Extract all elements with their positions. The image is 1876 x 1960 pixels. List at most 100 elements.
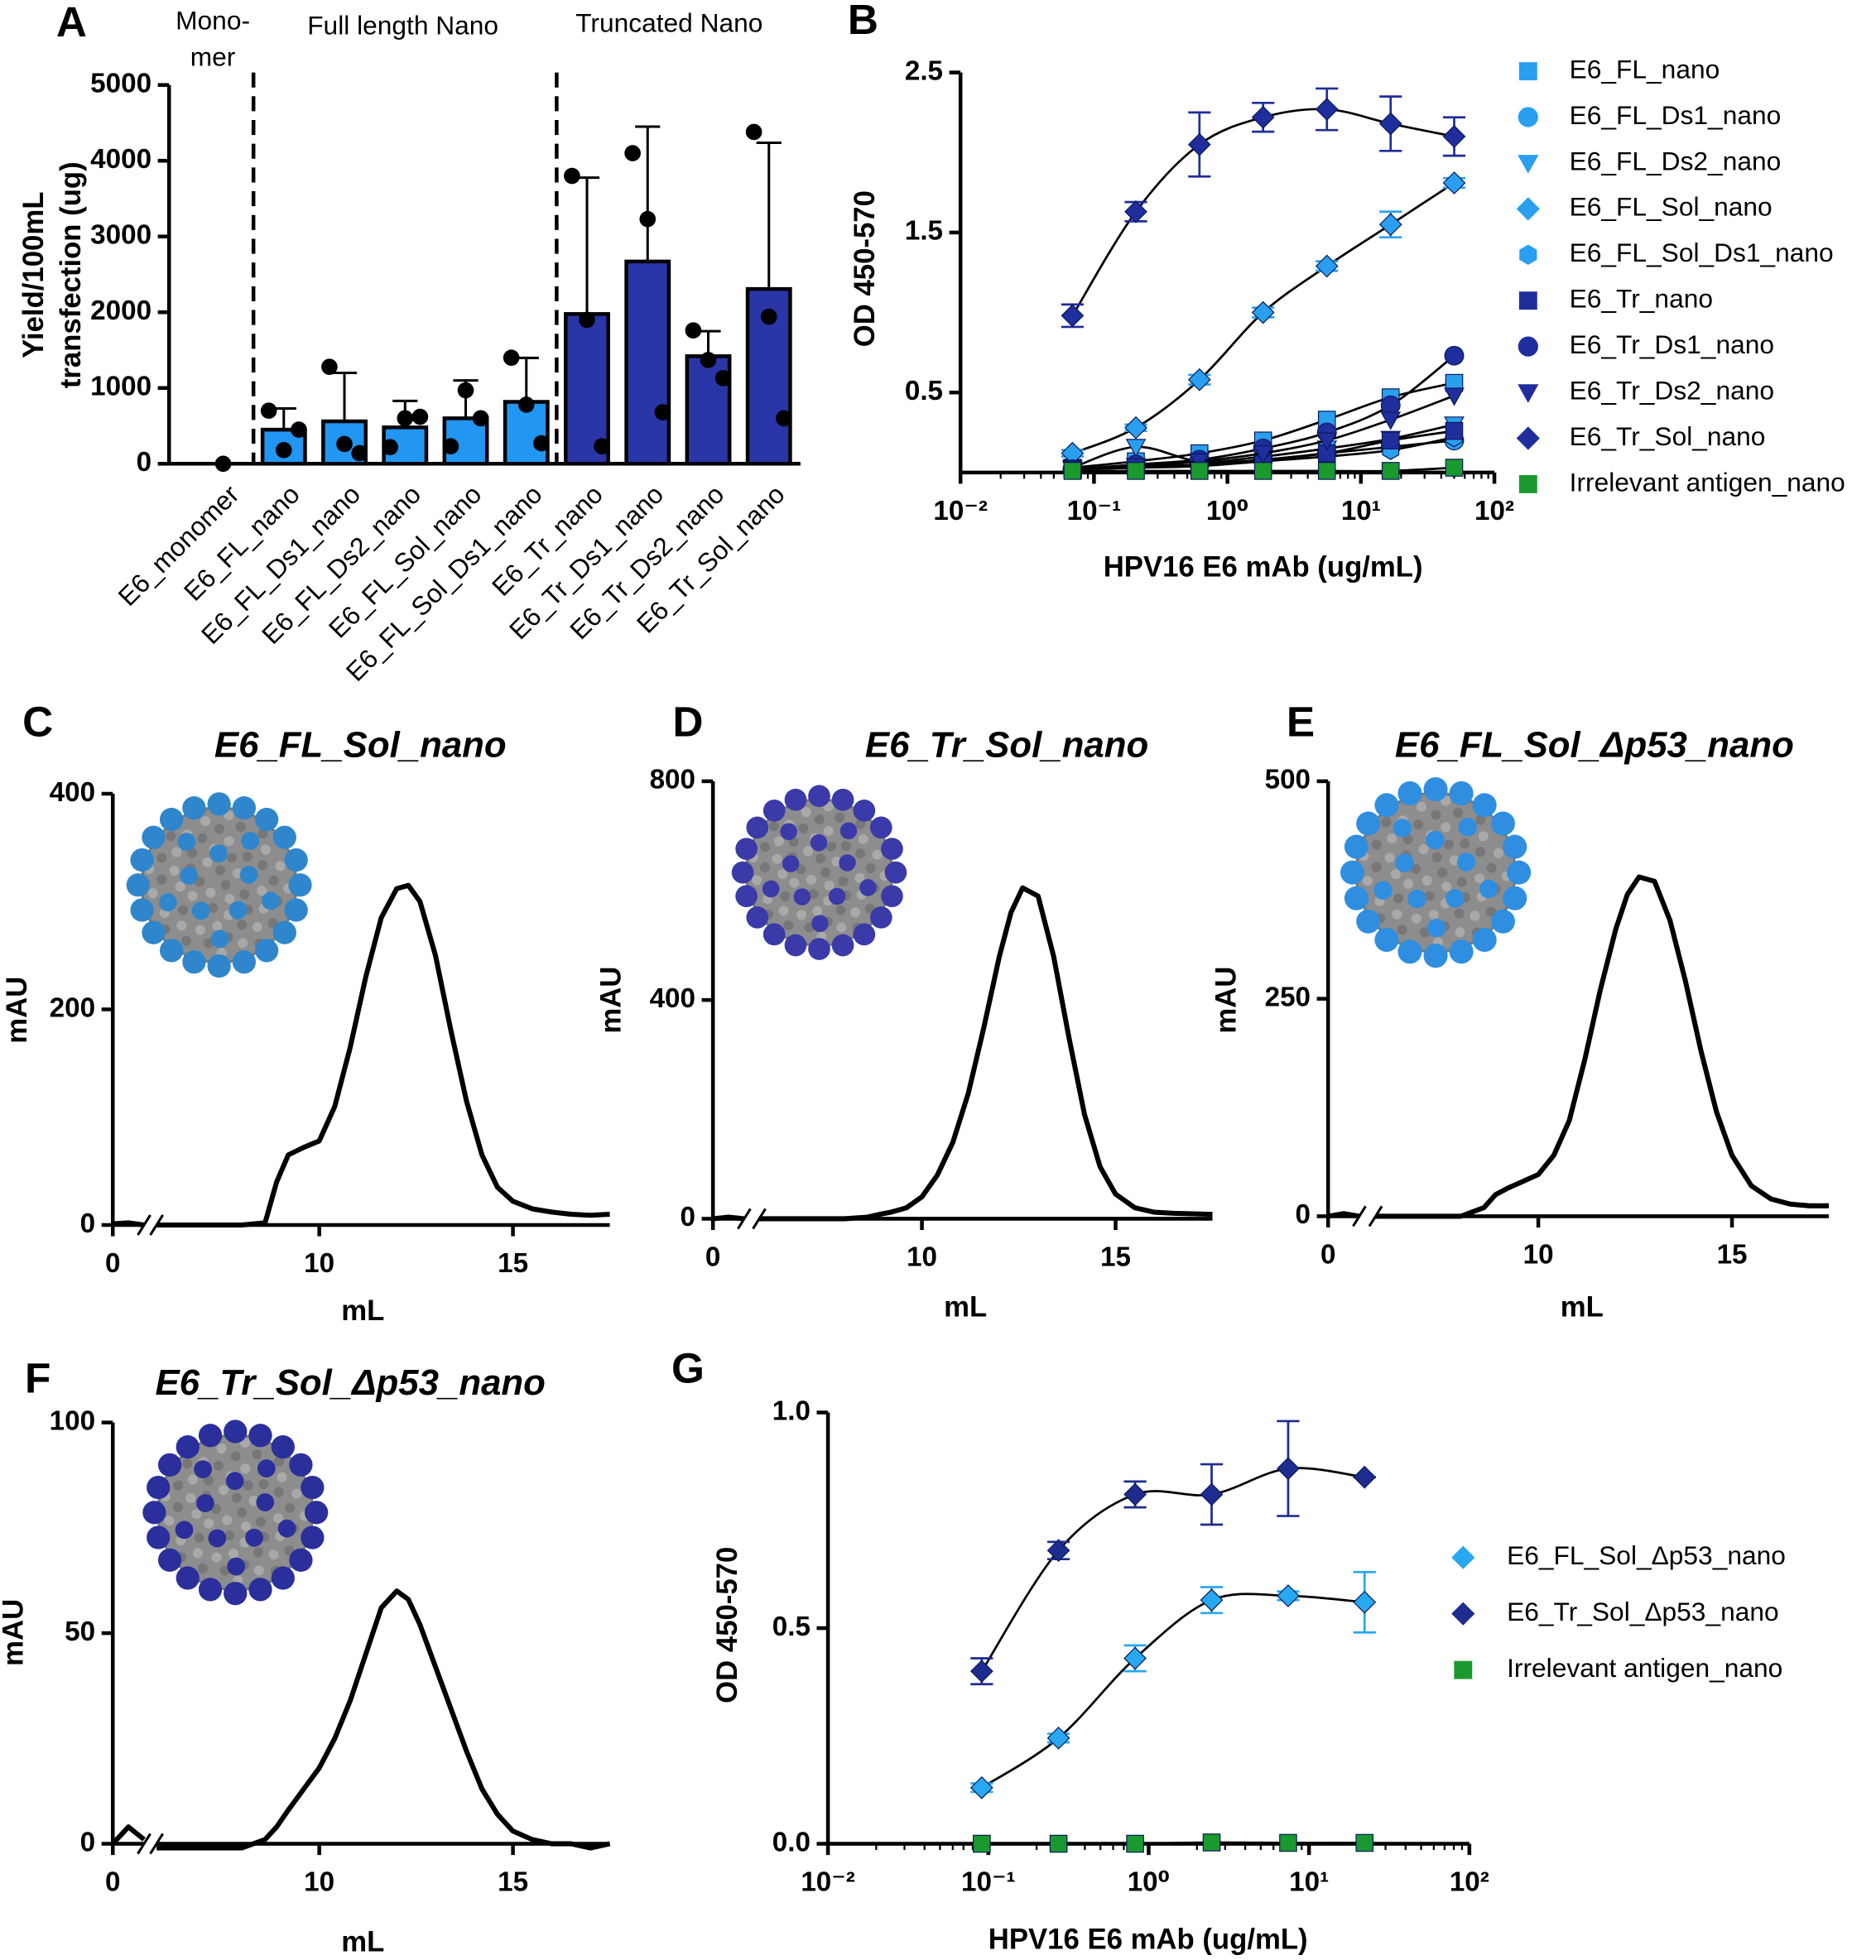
antigen-blob xyxy=(142,1501,166,1525)
particle-texture xyxy=(806,874,816,885)
antigen-blob xyxy=(1456,853,1476,872)
particle-texture xyxy=(273,1456,285,1467)
particle-texture xyxy=(1478,831,1489,842)
particle-texture xyxy=(1387,833,1397,844)
y-axis-label: Yield/100mL xyxy=(18,192,50,358)
particle-texture xyxy=(222,1515,233,1525)
particle-texture xyxy=(273,1487,284,1498)
antigen-blob xyxy=(232,796,257,820)
antigen-blob xyxy=(828,887,846,906)
data-point xyxy=(564,167,580,185)
antigen-blob xyxy=(808,938,830,960)
particle-texture xyxy=(824,880,835,891)
antigen-blob xyxy=(208,1529,227,1548)
marker xyxy=(1355,1833,1374,1852)
particle-texture xyxy=(175,882,185,892)
particle-texture xyxy=(823,825,834,837)
antigen-blob xyxy=(284,898,308,922)
data-point xyxy=(351,444,368,462)
particle-texture xyxy=(1418,844,1429,855)
antigen-blob xyxy=(1472,927,1497,953)
antigen-blob xyxy=(1490,811,1515,836)
particle-texture xyxy=(291,1488,302,1499)
particle-texture xyxy=(1419,927,1430,938)
x-axis-label: mL xyxy=(341,1295,384,1327)
y-tick-label: 100 xyxy=(50,1405,95,1436)
particle-texture xyxy=(780,891,791,901)
particle-texture xyxy=(164,1516,175,1526)
antigen-blob xyxy=(1445,889,1465,908)
particle-texture xyxy=(1416,801,1427,812)
particle-texture xyxy=(237,920,248,930)
legend-marker xyxy=(1518,291,1537,310)
antigen-blob xyxy=(1423,777,1448,802)
legend-label: E6_Tr_Sol_nano xyxy=(1570,421,1766,451)
legend-marker xyxy=(1518,155,1539,174)
y-axis-label: mAU xyxy=(1211,967,1243,1034)
particle-texture xyxy=(1397,925,1407,935)
antigen-blob xyxy=(746,906,769,929)
x-tick-label: 10¹ xyxy=(1289,1867,1329,1898)
antigen-blob xyxy=(1356,811,1381,836)
particle-texture xyxy=(257,859,268,871)
antigen-blob xyxy=(1507,860,1532,885)
y-tick-label: 0.0 xyxy=(772,1827,811,1857)
marker xyxy=(1124,416,1147,440)
antigen-blob xyxy=(207,792,231,816)
particle-texture xyxy=(820,867,831,878)
marker xyxy=(1378,213,1402,237)
particle-texture xyxy=(855,848,866,859)
particle-texture xyxy=(185,1493,196,1504)
nanoparticle-icon xyxy=(1340,777,1532,968)
particle-texture xyxy=(203,938,214,949)
particle-texture xyxy=(252,1449,262,1460)
particle-texture xyxy=(803,846,814,857)
particle-texture xyxy=(177,905,188,915)
particle-texture xyxy=(239,889,250,900)
y-tick-label: 3000 xyxy=(90,220,152,251)
particle-texture xyxy=(255,1516,267,1527)
trace xyxy=(1327,874,1830,1219)
marker xyxy=(1445,459,1464,477)
antigen-blob xyxy=(191,901,210,920)
x-tick-label: 0 xyxy=(105,1867,120,1898)
x-axis-label: HPV16 E6 mAb (ug/mL) xyxy=(989,1924,1308,1956)
particle-texture xyxy=(808,889,819,900)
panel-letter: A xyxy=(56,0,87,46)
data-point xyxy=(760,308,777,325)
particle-texture xyxy=(241,1520,252,1532)
legend-marker xyxy=(1518,107,1538,127)
y-tick-label: 0.5 xyxy=(772,1612,811,1642)
x-tick-label: 15 xyxy=(1717,1240,1748,1271)
antigen-blob xyxy=(1393,819,1412,838)
antigen-blob xyxy=(209,844,228,863)
data-point xyxy=(411,408,429,425)
antigen-blob xyxy=(1374,793,1399,818)
particle-texture xyxy=(835,812,845,823)
x-axis-label: mL xyxy=(341,1927,384,1958)
antigen-blob xyxy=(1373,881,1393,900)
antigen-blob xyxy=(182,950,206,974)
panel-title: E6_Tr_Sol_Δp53_nano xyxy=(155,1362,545,1403)
particle-texture xyxy=(211,1552,222,1563)
particle-texture xyxy=(812,906,823,916)
particle-texture xyxy=(182,1458,193,1469)
antigen-blob xyxy=(1449,939,1474,964)
particle-texture xyxy=(208,902,219,913)
antigen-blob xyxy=(176,1566,200,1590)
data-point xyxy=(503,349,520,366)
particle-texture xyxy=(277,1472,287,1482)
x-tick-label: 10 xyxy=(1523,1240,1554,1271)
particle-texture xyxy=(814,814,825,825)
legend-marker xyxy=(1518,62,1537,81)
particle-texture xyxy=(772,853,782,864)
y-tick-label: 0.5 xyxy=(905,376,943,406)
particle-texture xyxy=(227,853,238,863)
marker xyxy=(1253,444,1274,464)
marker xyxy=(1378,112,1402,136)
x-tick-label: 0 xyxy=(705,1242,720,1273)
y-axis-label: OD 450-570 xyxy=(849,190,881,347)
x-axis-label: mL xyxy=(944,1291,987,1323)
